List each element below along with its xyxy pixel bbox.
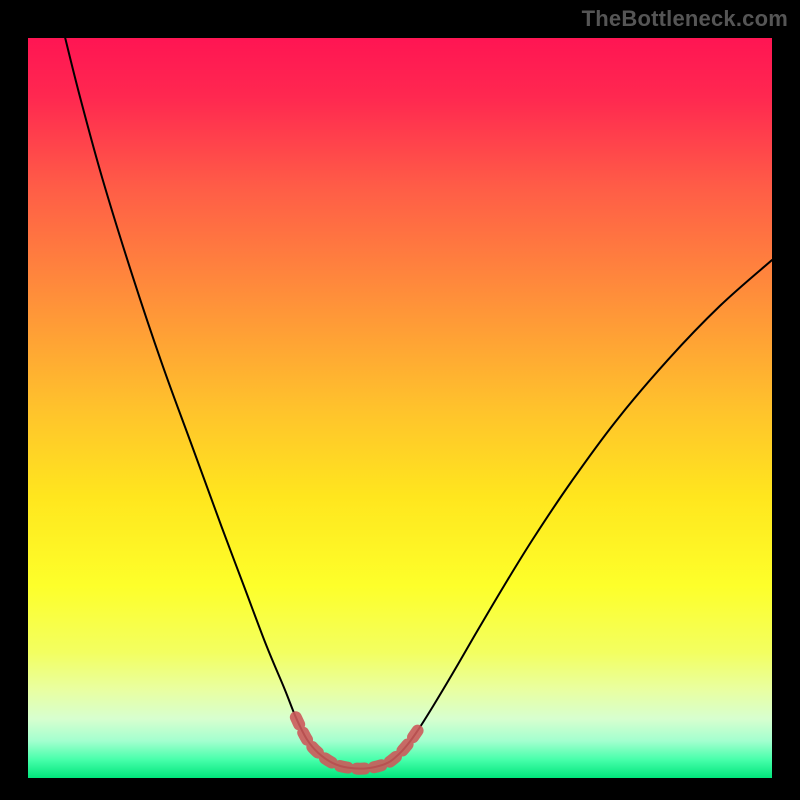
bottleneck-chart [28, 38, 772, 778]
watermark-text: TheBottleneck.com [582, 6, 788, 32]
plot-background [28, 38, 772, 778]
chart-root: { "watermark": { "text": "TheBottleneck.… [0, 0, 800, 800]
